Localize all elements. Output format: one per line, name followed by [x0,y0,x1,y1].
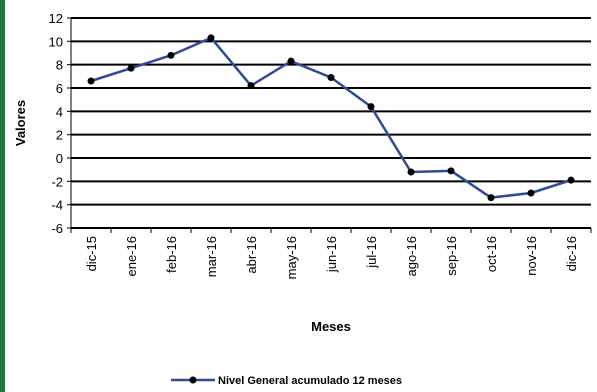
data-point [167,51,175,59]
y-tick-label: -2 [51,174,63,189]
x-tick-label: ene-16 [124,236,139,276]
grid-lines [71,17,591,229]
x-tick-label: feb-16 [164,236,179,273]
x-tick-labels: dic-15 ene-16 feb-16 mar-16 abr-16 may-16 jun-… [84,236,579,279]
y-tick-label: 0 [56,151,63,166]
x-tick-label: sep-16 [444,236,459,276]
y-tick-label: -6 [51,221,63,236]
y-tick-labels: 12 10 8 6 4 2 0 -2 -4 -6 [49,11,63,236]
data-point [247,82,255,90]
x-tick-label: jun-16 [324,236,339,273]
data-point [287,57,295,65]
x-tick-label: nov-16 [524,236,539,276]
axes [67,17,592,233]
y-axis-title: Valores [13,100,28,146]
y-tick-label: 10 [49,34,63,49]
y-tick-label: 6 [56,81,63,96]
x-tick-label: abr-16 [244,236,259,274]
x-tick-label: dic-15 [84,236,99,271]
x-tick-label: jul-16 [364,236,379,269]
data-point [527,189,535,197]
data-point [407,168,415,176]
y-tick-label: -4 [51,198,63,213]
legend-label: Nivel General acumulado 12 meses [218,375,402,387]
data-point [207,34,215,42]
x-tick-label: ago-16 [404,236,419,276]
y-tick-label: 4 [56,104,63,119]
data-point [367,103,375,111]
y-tick-label: 2 [56,128,63,143]
x-tick-label: may-16 [284,236,299,279]
series-layer [87,34,575,202]
data-point [127,64,135,72]
x-axis-title: Meses [311,319,351,334]
data-point [487,194,495,202]
data-point [327,74,335,81]
x-tick-label: dic-16 [564,236,579,271]
data-point [87,77,95,85]
data-point [567,176,575,184]
x-tick-label: oct-16 [484,236,499,272]
line-chart: 12 10 8 6 4 2 0 -2 -4 -6 dic-15 ene-16 feb-16 mar-16… [13,11,592,387]
series-line [90,36,572,199]
y-tick-label: 12 [49,11,63,26]
x-tick-label: mar-16 [204,236,219,277]
legend-point-marker [189,376,197,384]
data-point [447,167,455,175]
y-tick-label: 8 [56,58,63,73]
legend: Nivel General acumulado 12 meses [171,375,402,387]
